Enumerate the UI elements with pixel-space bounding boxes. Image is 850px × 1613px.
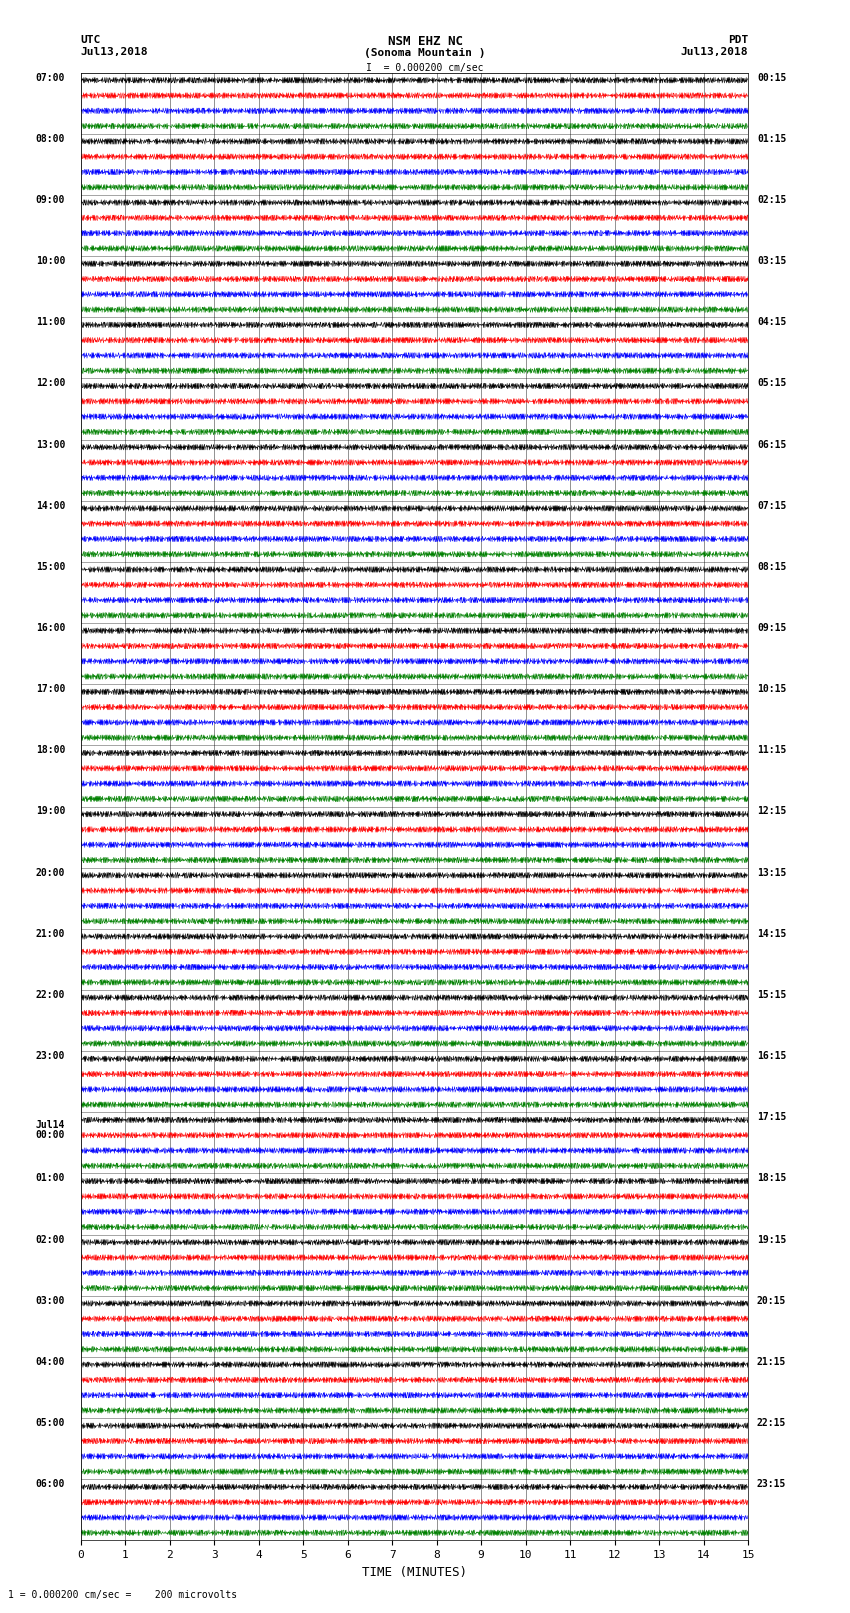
- Text: 01:00: 01:00: [36, 1174, 65, 1184]
- Text: I  = 0.000200 cm/sec: I = 0.000200 cm/sec: [366, 63, 484, 73]
- Text: 02:00: 02:00: [36, 1234, 65, 1245]
- Text: 08:15: 08:15: [756, 561, 786, 573]
- Text: 10:15: 10:15: [756, 684, 786, 694]
- Text: 20:15: 20:15: [756, 1295, 786, 1307]
- Text: 11:15: 11:15: [756, 745, 786, 755]
- Text: 10:00: 10:00: [36, 256, 65, 266]
- Text: 01:15: 01:15: [756, 134, 786, 144]
- Text: 17:00: 17:00: [36, 684, 65, 694]
- Text: 08:00: 08:00: [36, 134, 65, 144]
- Text: 16:00: 16:00: [36, 623, 65, 632]
- Text: 13:00: 13:00: [36, 440, 65, 450]
- Text: Jul14: Jul14: [36, 1119, 65, 1131]
- Text: 23:00: 23:00: [36, 1052, 65, 1061]
- Text: 19:00: 19:00: [36, 806, 65, 816]
- Text: PDT: PDT: [728, 35, 748, 45]
- Text: 09:15: 09:15: [756, 623, 786, 632]
- Text: 09:00: 09:00: [36, 195, 65, 205]
- Text: 05:00: 05:00: [36, 1418, 65, 1428]
- Text: 22:00: 22:00: [36, 990, 65, 1000]
- Text: 00:00: 00:00: [36, 1131, 65, 1140]
- Text: 19:15: 19:15: [756, 1234, 786, 1245]
- Text: 07:00: 07:00: [36, 73, 65, 82]
- Text: UTC: UTC: [81, 35, 101, 45]
- Text: 1 = 0.000200 cm/sec =    200 microvolts: 1 = 0.000200 cm/sec = 200 microvolts: [8, 1590, 238, 1600]
- Text: 23:15: 23:15: [756, 1479, 786, 1489]
- Text: 21:00: 21:00: [36, 929, 65, 939]
- Text: 13:15: 13:15: [756, 868, 786, 877]
- Text: 00:15: 00:15: [756, 73, 786, 82]
- Text: 07:15: 07:15: [756, 500, 786, 511]
- Text: 21:15: 21:15: [756, 1357, 786, 1366]
- Text: NSM EHZ NC: NSM EHZ NC: [388, 35, 462, 48]
- Text: 22:15: 22:15: [756, 1418, 786, 1428]
- Text: 11:00: 11:00: [36, 318, 65, 327]
- Text: (Sonoma Mountain ): (Sonoma Mountain ): [365, 48, 485, 58]
- Text: 16:15: 16:15: [756, 1052, 786, 1061]
- Text: 02:15: 02:15: [756, 195, 786, 205]
- Text: 12:15: 12:15: [756, 806, 786, 816]
- Text: Jul13,2018: Jul13,2018: [681, 47, 748, 56]
- Text: 03:15: 03:15: [756, 256, 786, 266]
- Text: 18:00: 18:00: [36, 745, 65, 755]
- Text: 17:15: 17:15: [756, 1113, 786, 1123]
- Text: 06:00: 06:00: [36, 1479, 65, 1489]
- Text: 15:15: 15:15: [756, 990, 786, 1000]
- Text: 12:00: 12:00: [36, 379, 65, 389]
- Text: 03:00: 03:00: [36, 1295, 65, 1307]
- Text: 04:15: 04:15: [756, 318, 786, 327]
- Text: Jul13,2018: Jul13,2018: [81, 47, 148, 56]
- Text: 15:00: 15:00: [36, 561, 65, 573]
- Text: 14:15: 14:15: [756, 929, 786, 939]
- Text: 20:00: 20:00: [36, 868, 65, 877]
- Text: 14:00: 14:00: [36, 500, 65, 511]
- Text: 18:15: 18:15: [756, 1174, 786, 1184]
- Text: 05:15: 05:15: [756, 379, 786, 389]
- X-axis label: TIME (MINUTES): TIME (MINUTES): [362, 1566, 467, 1579]
- Text: 04:00: 04:00: [36, 1357, 65, 1366]
- Text: 06:15: 06:15: [756, 440, 786, 450]
